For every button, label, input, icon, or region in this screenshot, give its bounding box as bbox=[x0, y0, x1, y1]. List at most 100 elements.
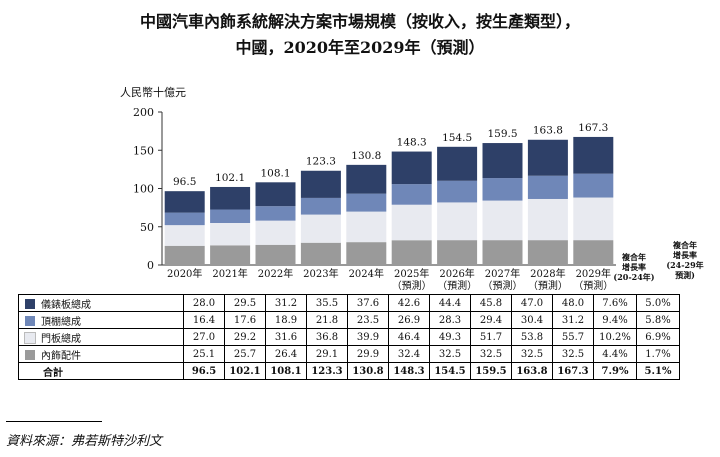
cagr-header-2020-2024: 複合年 增長率 (20-24年) bbox=[604, 252, 664, 282]
table-row-label: 合計 bbox=[18, 362, 184, 380]
cagr-cell: 10.2% bbox=[593, 328, 637, 346]
bar-segment bbox=[482, 178, 523, 201]
table-cell: 29.5 bbox=[224, 294, 266, 312]
table-cell: 27.0 bbox=[183, 328, 225, 346]
cagr-cell: 1.7% bbox=[636, 345, 680, 363]
x-tick-label: 2021年 bbox=[212, 267, 247, 280]
bar-segment bbox=[573, 197, 614, 241]
table-row: 合計 96.5 102.1 108.1 123.3 130.8 148.3 154.5 159.… bbox=[18, 362, 680, 380]
table-cell: 25.1 bbox=[183, 345, 225, 363]
table-cell: 32.5 bbox=[511, 345, 553, 363]
stacked-bar-chart: 0 50 100 150 200 96.5 2020年 102.1 2021年 108.1 2022… bbox=[133, 106, 616, 292]
table-cell: 159.5 bbox=[470, 362, 512, 380]
y-tick-label: 200 bbox=[133, 106, 154, 119]
bar-segment bbox=[346, 242, 387, 265]
x-tick-label: 2026年 bbox=[439, 267, 474, 280]
bar-segment bbox=[391, 204, 432, 241]
legend-swatch bbox=[25, 298, 35, 309]
x-tick-label: 2020年 bbox=[167, 267, 202, 280]
table-cell: 35.5 bbox=[306, 294, 348, 312]
table-cell: 108.1 bbox=[265, 362, 307, 380]
bar-segment bbox=[482, 143, 523, 179]
bar-segment bbox=[255, 220, 296, 245]
total-data-label: 130.8 bbox=[351, 150, 381, 162]
chart-title-line2: 中國，2020年至2029年（預測） bbox=[235, 38, 485, 57]
bar-segment bbox=[437, 202, 478, 241]
x-tick-label: 2027年 bbox=[485, 267, 520, 280]
table-row: 內飾配件 25.1 25.7 26.4 29.1 29.9 32.4 32.5 32.5 32.5… bbox=[18, 345, 680, 363]
table-cell: 48.0 bbox=[552, 294, 594, 312]
cagr-header-2020-2024-line: (20-24年) bbox=[613, 272, 655, 282]
series-name: 門板總成 bbox=[41, 333, 81, 345]
table-cell: 32.5 bbox=[470, 345, 512, 363]
bar-segment bbox=[255, 182, 296, 207]
bar-segment bbox=[573, 173, 614, 198]
total-data-label: 148.3 bbox=[397, 137, 427, 149]
table-cell: 21.8 bbox=[306, 311, 348, 329]
table-cell: 42.6 bbox=[388, 294, 430, 312]
cagr-header-2020-2024-line: 複合年 bbox=[622, 252, 646, 262]
table-cell: 51.7 bbox=[470, 328, 512, 346]
table-cell: 25.7 bbox=[224, 345, 266, 363]
total-data-label: 167.3 bbox=[578, 122, 608, 134]
table-cell: 167.3 bbox=[552, 362, 594, 380]
table-cell: 29.1 bbox=[306, 345, 348, 363]
series-name: 合計 bbox=[43, 367, 63, 379]
table-row: 門板總成 27.0 29.2 31.6 36.8 39.9 46.4 49.3 51.7 53.8… bbox=[18, 328, 680, 346]
y-tick-label: 100 bbox=[133, 183, 154, 196]
table-cell: 163.8 bbox=[511, 362, 553, 380]
x-tick-sublabel: （預測） bbox=[392, 279, 432, 292]
x-tick-label: 2024年 bbox=[349, 267, 384, 280]
table-cell: 29.2 bbox=[224, 328, 266, 346]
table-cell: 96.5 bbox=[183, 362, 225, 380]
total-data-label: 96.5 bbox=[173, 176, 196, 188]
table-cell: 39.9 bbox=[347, 328, 389, 346]
table-cell: 55.7 bbox=[552, 328, 594, 346]
legend-swatch bbox=[24, 331, 36, 344]
bar-segment bbox=[437, 240, 478, 265]
bar-segment bbox=[164, 212, 205, 226]
cagr-cell: 4.4% bbox=[593, 345, 637, 363]
bar-segment bbox=[255, 244, 296, 265]
cagr-cell: 5.0% bbox=[636, 294, 680, 312]
table-cell: 29.9 bbox=[347, 345, 389, 363]
bar-segment bbox=[437, 180, 478, 203]
table-row-label: 內飾配件 bbox=[18, 345, 184, 363]
bar-segment bbox=[210, 223, 251, 246]
table-cell: 29.4 bbox=[470, 311, 512, 329]
table-cell: 23.5 bbox=[347, 311, 389, 329]
table-cell: 47.0 bbox=[511, 294, 553, 312]
series-name: 頂棚總成 bbox=[41, 316, 81, 328]
chart-title-line1: 中國汽車內飾系統解決方案市場規模（按收入，按生產類型）， bbox=[139, 12, 580, 31]
series-name: 內飾配件 bbox=[41, 350, 81, 362]
total-data-label: 154.5 bbox=[442, 132, 472, 144]
x-tick-label: 2028年 bbox=[530, 267, 565, 280]
bar-segment bbox=[437, 146, 478, 181]
total-data-label: 159.5 bbox=[487, 128, 517, 140]
table-cell: 18.9 bbox=[265, 311, 307, 329]
bar-segment bbox=[346, 211, 387, 243]
bar-segment bbox=[391, 151, 432, 185]
cagr-cell: 5.1% bbox=[636, 362, 680, 380]
legend-swatch bbox=[25, 315, 35, 326]
table-row-label: 門板總成 bbox=[18, 328, 184, 346]
table-row-label: 儀錶板總成 bbox=[18, 294, 184, 312]
table-cell: 26.4 bbox=[265, 345, 307, 363]
table-cell: 32.5 bbox=[552, 345, 594, 363]
y-tick-label: 50 bbox=[140, 221, 154, 234]
table-cell: 32.4 bbox=[388, 345, 430, 363]
table-cell: 31.6 bbox=[265, 328, 307, 346]
bar-segment bbox=[391, 240, 432, 265]
table-cell: 17.6 bbox=[224, 311, 266, 329]
cagr-cell: 6.9% bbox=[636, 328, 680, 346]
bar-segment bbox=[300, 242, 341, 265]
y-axis-unit-label: 人民幣十億元 bbox=[120, 86, 186, 99]
bar-segment bbox=[300, 170, 341, 198]
bar-segment bbox=[346, 193, 387, 212]
bar-segment bbox=[527, 175, 568, 199]
total-data-label: 102.1 bbox=[215, 172, 245, 184]
bar-segment bbox=[255, 206, 296, 221]
x-tick-sublabel: （預測） bbox=[528, 279, 568, 292]
cagr-header-2024-2029-line: (24-29年 bbox=[666, 260, 704, 270]
table-cell: 49.3 bbox=[429, 328, 471, 346]
